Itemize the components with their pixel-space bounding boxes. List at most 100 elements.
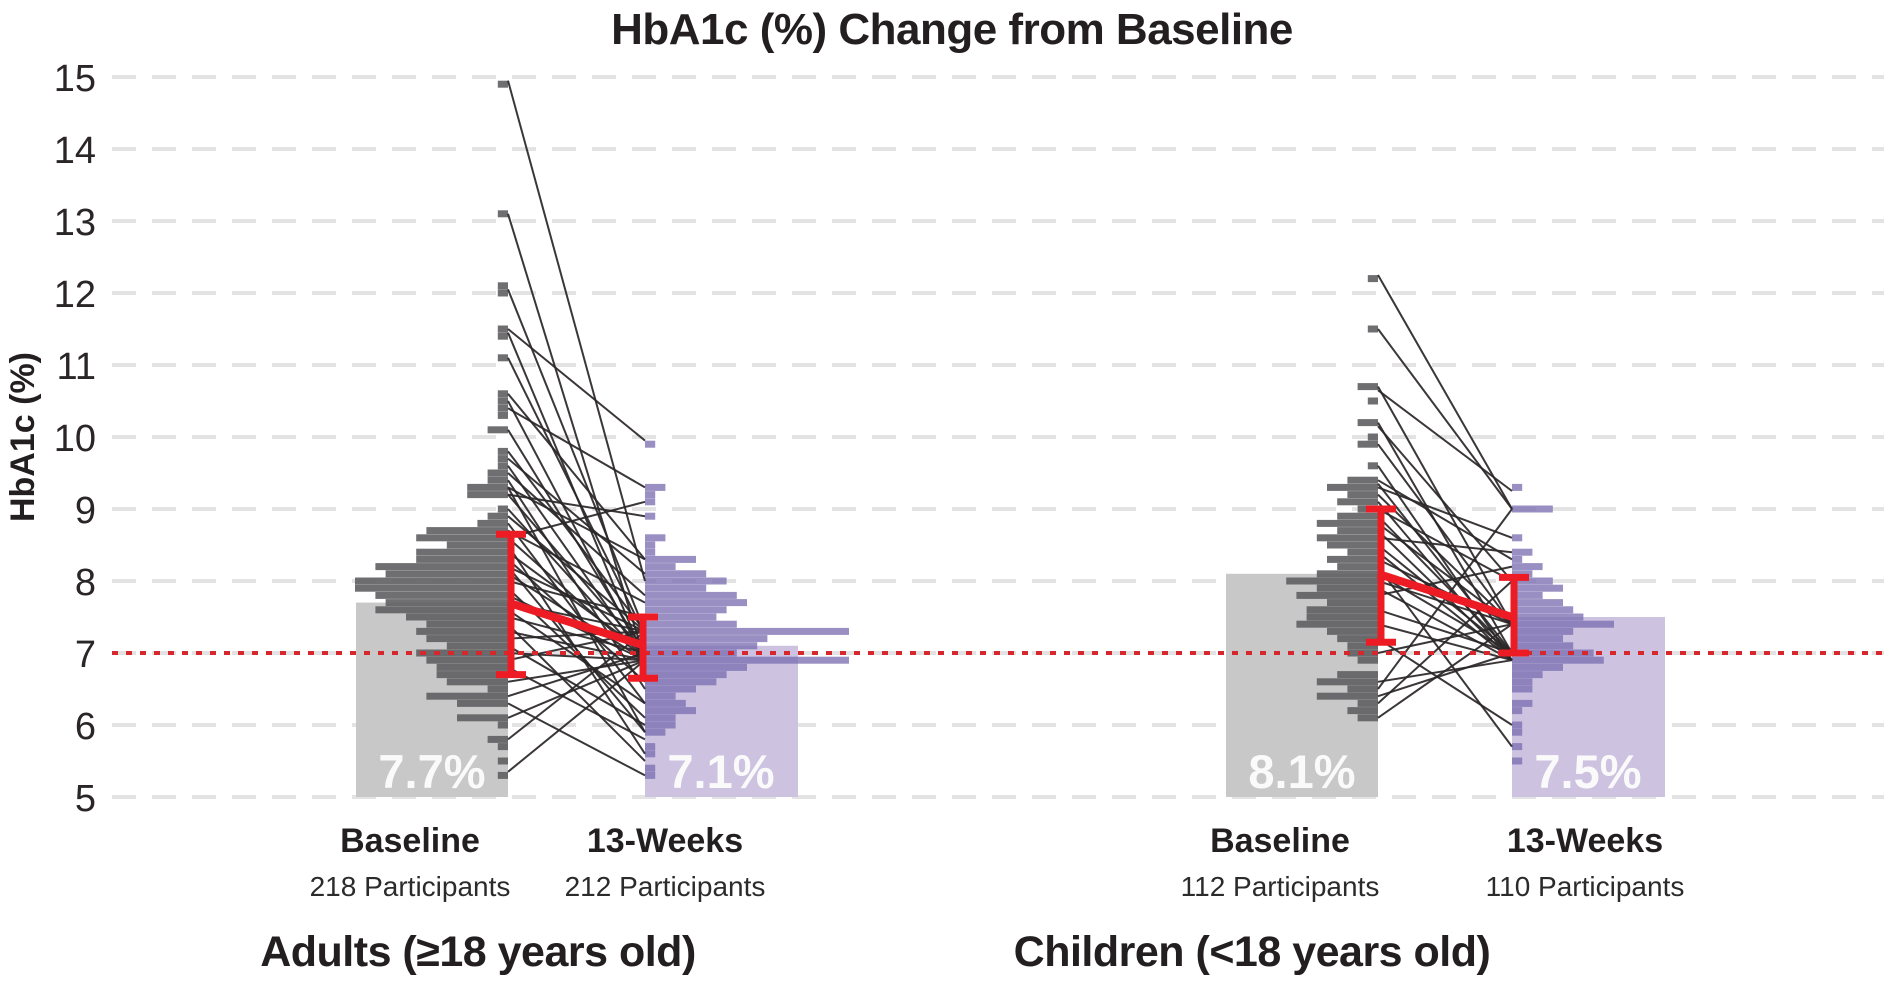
histogram-bar bbox=[436, 671, 508, 679]
histogram-bar bbox=[1327, 599, 1378, 607]
histogram-bar bbox=[1367, 433, 1378, 441]
y-tick-label: 14 bbox=[54, 130, 96, 172]
mean-bars bbox=[356, 573, 1665, 797]
histogram-bar bbox=[645, 563, 676, 571]
histogram-bar bbox=[1512, 649, 1594, 657]
pair-line bbox=[507, 486, 646, 561]
y-tick-label: 7 bbox=[75, 634, 96, 676]
panel-title-adults: Adults (≥18 years old) bbox=[260, 928, 696, 976]
histogram-bar bbox=[497, 282, 508, 290]
pair-line bbox=[507, 565, 646, 733]
pair-line bbox=[507, 659, 646, 683]
histogram-bar bbox=[1357, 714, 1378, 722]
mean-bar bbox=[645, 645, 798, 797]
y-tick-label: 12 bbox=[54, 274, 96, 316]
pair-line bbox=[1377, 587, 1513, 662]
histogram-bar bbox=[1367, 325, 1378, 333]
pair-line bbox=[507, 529, 646, 604]
histogram-bar bbox=[1296, 620, 1378, 628]
mean-bar bbox=[356, 602, 508, 797]
histogram-bar bbox=[645, 483, 666, 491]
histogram-bar bbox=[645, 714, 676, 722]
histogram-bar bbox=[645, 728, 666, 736]
histogram-bar bbox=[1347, 476, 1378, 484]
pair-line bbox=[507, 630, 646, 640]
column-label-children-baseline: Baseline bbox=[1210, 822, 1350, 860]
histogram-bar bbox=[645, 491, 656, 499]
histogram-bar bbox=[487, 512, 508, 520]
histogram-bar bbox=[416, 548, 508, 556]
histogram-bar bbox=[1296, 591, 1378, 599]
histogram-bar bbox=[645, 685, 696, 693]
histogram-bar bbox=[457, 699, 508, 707]
pair-line bbox=[507, 515, 646, 633]
y-tick-label: 6 bbox=[75, 706, 96, 748]
histogram-bar bbox=[416, 627, 508, 635]
pair-line bbox=[507, 493, 646, 518]
histogram-bar bbox=[497, 411, 508, 419]
mean-value-label-adults-13weeks: 7.1% bbox=[667, 745, 774, 798]
participants-children-baseline: 112 Participants bbox=[1181, 871, 1380, 902]
pair-line bbox=[507, 666, 646, 741]
pair-line bbox=[1377, 274, 1513, 510]
stat-overlays bbox=[496, 505, 1529, 682]
histogram-bar bbox=[1337, 512, 1378, 520]
histogram-bar bbox=[645, 699, 686, 707]
histogram-bar bbox=[1367, 462, 1378, 470]
histogram-bar bbox=[497, 354, 508, 362]
mean-change-line bbox=[1376, 569, 1514, 621]
pair-line bbox=[507, 500, 646, 539]
histogram-bar bbox=[497, 397, 508, 405]
pair-lines bbox=[507, 80, 1513, 777]
histogram-bar bbox=[1347, 707, 1378, 715]
pair-line bbox=[507, 522, 646, 705]
histogram-bar bbox=[487, 469, 508, 477]
histogram-bar bbox=[1347, 685, 1378, 693]
y-tick-label: 10 bbox=[54, 418, 96, 460]
histogram-bar bbox=[1337, 671, 1378, 679]
histogram-bar bbox=[1316, 692, 1378, 700]
histogram-bar bbox=[645, 671, 727, 679]
histogram-bar bbox=[1512, 599, 1563, 607]
histogram-bar bbox=[1306, 613, 1378, 621]
y-tick-label: 8 bbox=[75, 562, 96, 604]
pair-line bbox=[1377, 493, 1513, 625]
histogram-bar bbox=[645, 627, 849, 635]
histogram-bar bbox=[497, 332, 508, 340]
histogram-bar bbox=[645, 656, 849, 664]
histogram-bar bbox=[645, 541, 656, 549]
column-label-children-13weeks: 13-Weeks bbox=[1507, 822, 1663, 860]
histogram-bar bbox=[645, 599, 747, 607]
y-axis-label: HbA1c (%) bbox=[4, 352, 42, 522]
histogram-bar bbox=[645, 663, 747, 671]
histogram-bar bbox=[416, 555, 508, 563]
histogram-bar bbox=[645, 606, 727, 614]
histogram-bar bbox=[436, 663, 508, 671]
histogram-bar bbox=[487, 685, 508, 693]
histogram-bar bbox=[497, 210, 508, 218]
histogram-bar bbox=[375, 591, 508, 599]
histogram-bar bbox=[1337, 635, 1378, 643]
histogram-bar bbox=[467, 483, 508, 491]
histogram-bar bbox=[487, 476, 508, 484]
pair-line bbox=[507, 659, 646, 773]
histogram-bar bbox=[1337, 563, 1378, 571]
pair-line bbox=[1377, 443, 1513, 625]
histogram-bar bbox=[497, 455, 508, 463]
histogram-bar bbox=[497, 404, 508, 412]
pair-line bbox=[507, 702, 646, 777]
histogram-bar bbox=[1512, 635, 1563, 643]
histogram-bar bbox=[1367, 275, 1378, 283]
histogram-bar bbox=[1357, 419, 1378, 427]
histogram-bar bbox=[645, 707, 696, 715]
histogram-bar bbox=[497, 447, 508, 455]
histogram-bar bbox=[467, 491, 508, 499]
histogram-bar bbox=[645, 440, 656, 448]
histogram-bar bbox=[426, 635, 508, 643]
y-tick-label: 11 bbox=[57, 346, 96, 388]
histogram-bar bbox=[446, 678, 508, 686]
pair-line bbox=[507, 472, 646, 597]
histogram-bar bbox=[497, 743, 508, 751]
histogram-bar bbox=[645, 620, 737, 628]
